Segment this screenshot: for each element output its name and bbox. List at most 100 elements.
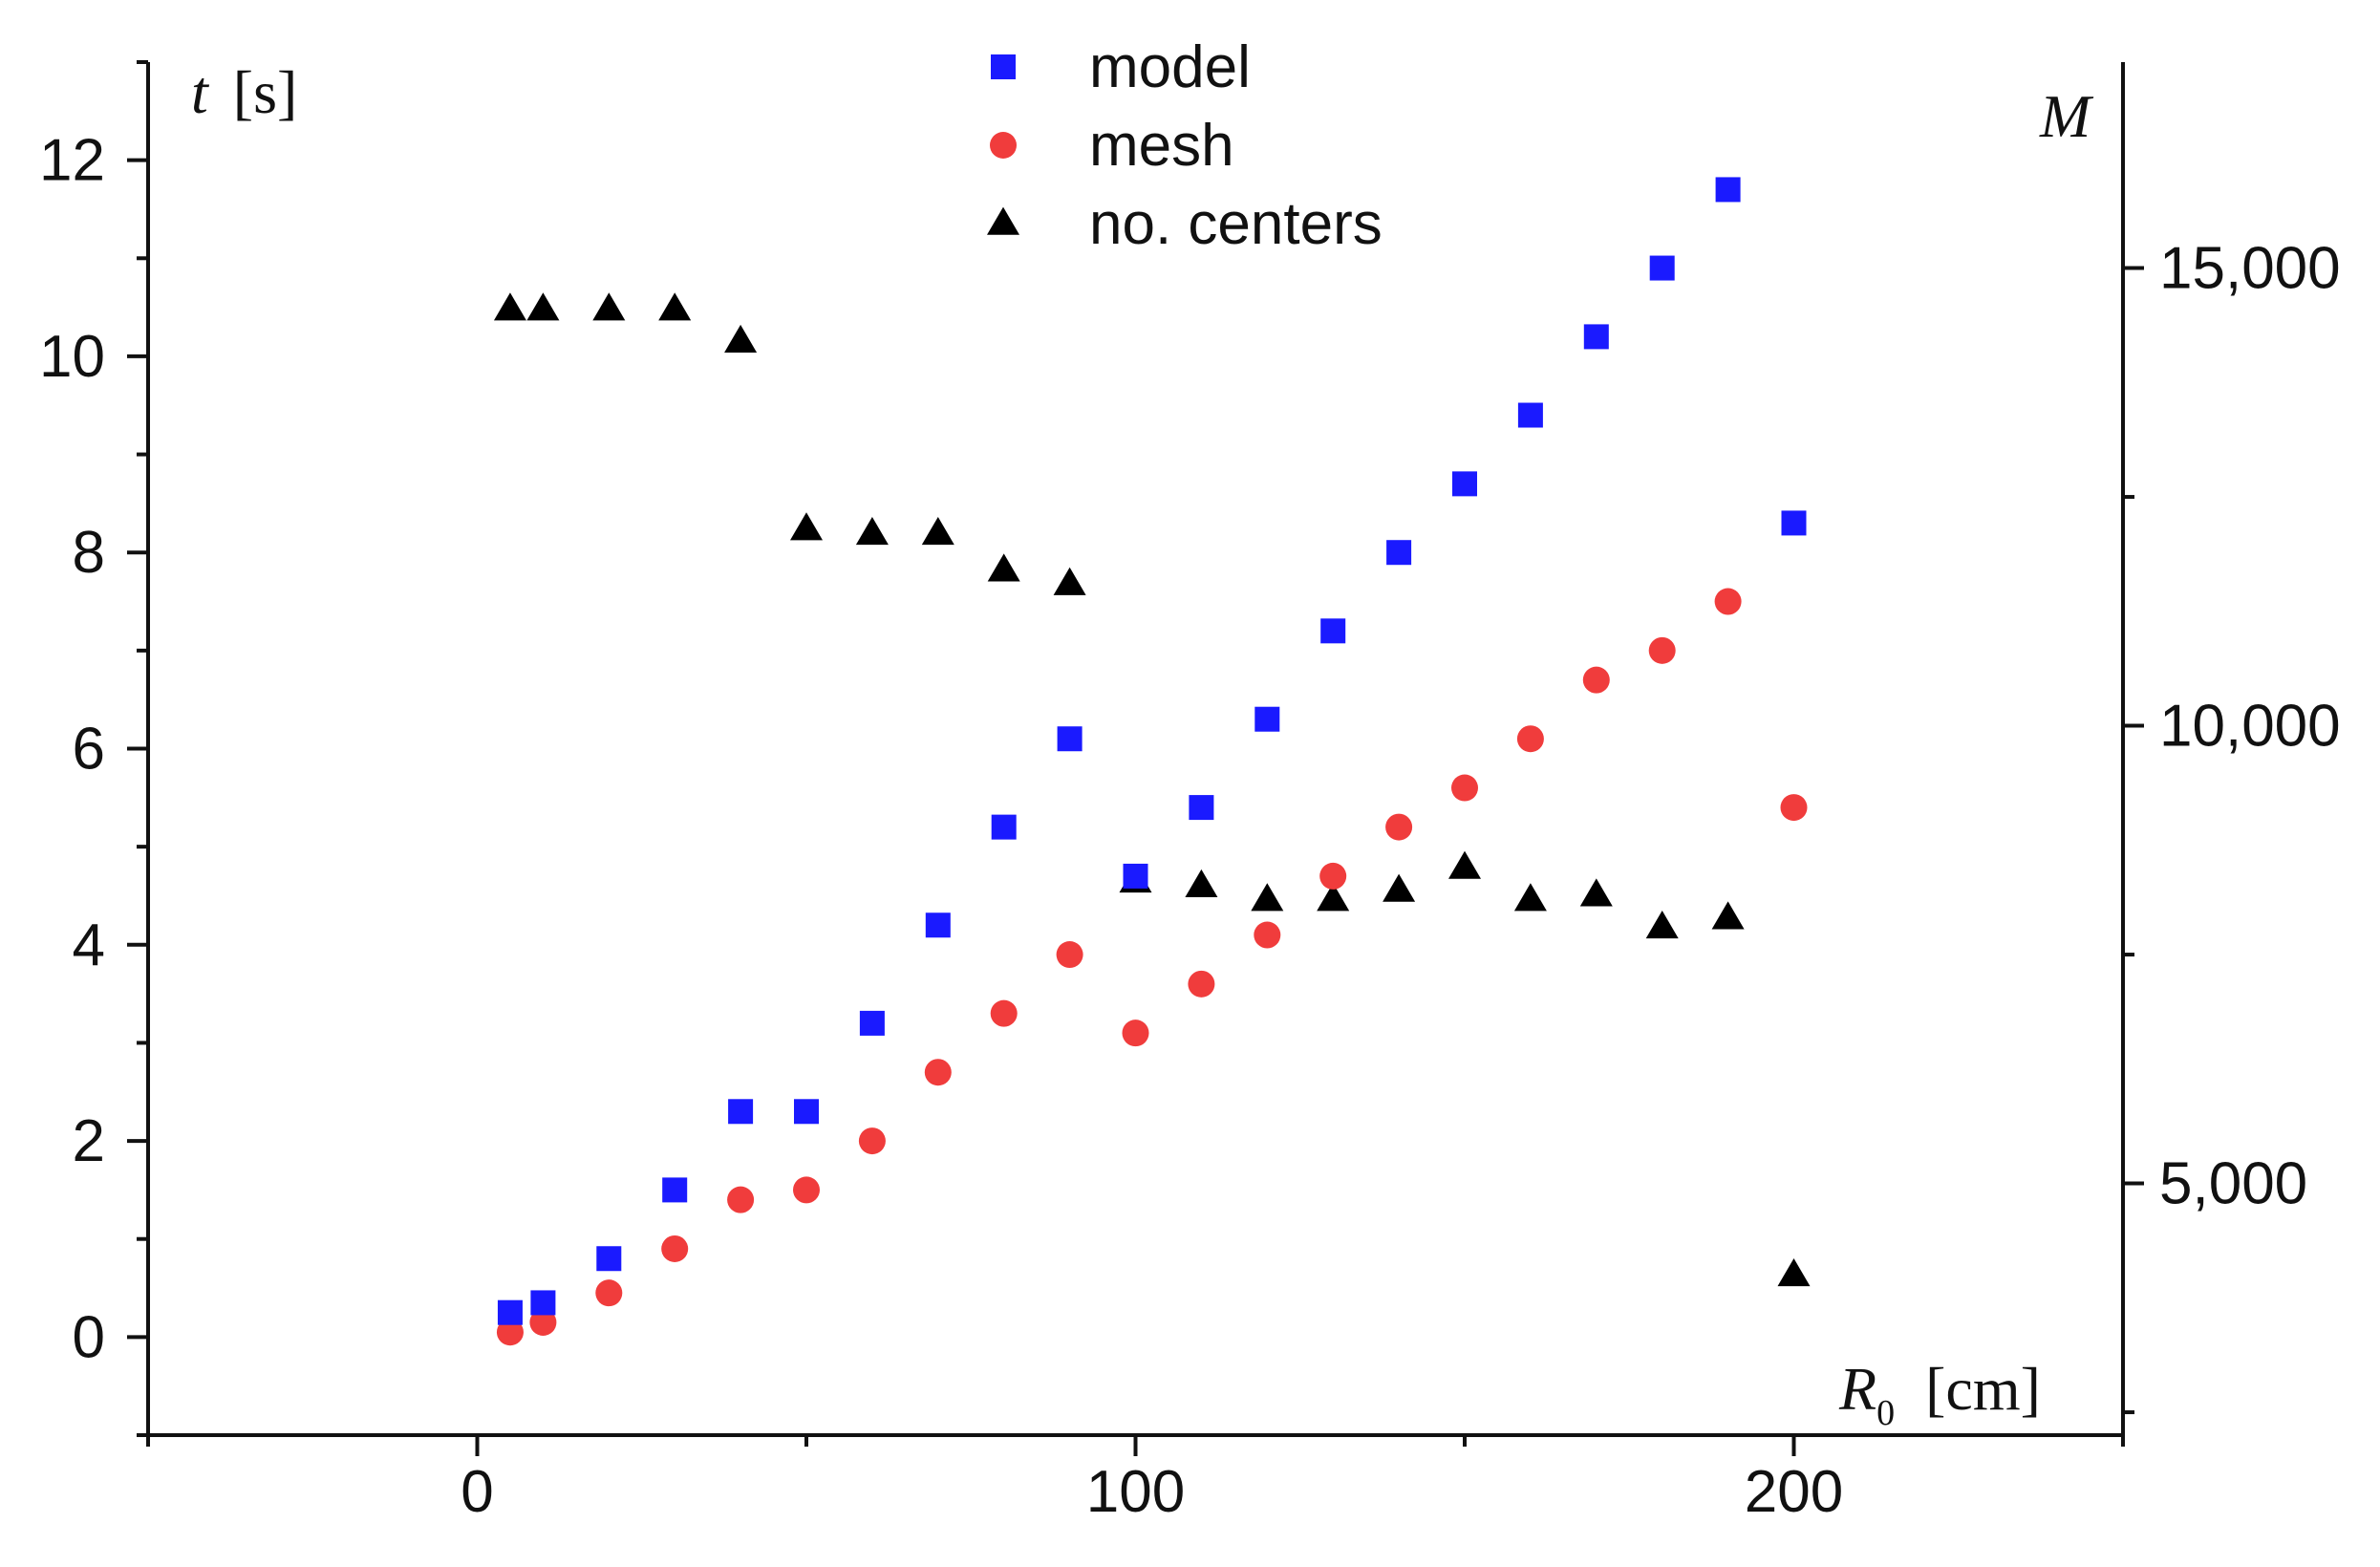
data-point: [724, 324, 758, 353]
data-point: [1185, 869, 1218, 897]
right-y-tick-label: 15,000: [2159, 236, 2341, 302]
legend-label: mesh: [1089, 113, 1234, 179]
data-point: [1448, 850, 1481, 879]
data-point: [925, 912, 951, 938]
data-point: [728, 1099, 754, 1125]
data-point: [530, 1290, 556, 1316]
data-point: [529, 1308, 557, 1336]
data-point: [1056, 941, 1083, 969]
data-point: [1516, 725, 1544, 753]
data-point: [1583, 324, 1609, 350]
legend-label: no. centers: [1089, 191, 1383, 257]
left-y-tick-label: 10: [39, 324, 105, 390]
data-point: [658, 292, 692, 321]
data-point: [793, 1176, 820, 1204]
legend-item: mesh: [990, 113, 1234, 179]
data-point: [1513, 883, 1547, 912]
right-y-tick-label: 5,000: [2159, 1151, 2307, 1217]
data-point: [1781, 510, 1807, 536]
legend-marker: [987, 206, 1019, 235]
data-point: [1188, 970, 1215, 998]
series-mesh: [496, 588, 1808, 1346]
data-point: [855, 517, 889, 546]
data-point: [858, 1127, 886, 1155]
x-axis-subscript: 0: [1876, 1393, 1895, 1433]
data-point: [1317, 883, 1350, 912]
data-point: [1777, 1257, 1811, 1287]
data-point: [924, 1059, 952, 1086]
legend-label: model: [1089, 34, 1251, 100]
data-point: [1122, 1020, 1149, 1047]
data-point: [1582, 666, 1610, 694]
data-point: [1645, 910, 1679, 939]
left-y-axis-title: t [s]: [191, 58, 297, 126]
data-point: [1648, 636, 1676, 664]
data-point: [497, 1299, 523, 1325]
data-point: [1320, 618, 1346, 644]
data-point: [1319, 862, 1347, 890]
data-point: [1452, 471, 1477, 497]
data-point: [859, 1010, 885, 1036]
axes: [146, 62, 2125, 1437]
data-point: [1711, 901, 1745, 930]
data-point: [592, 292, 626, 321]
data-point: [1517, 402, 1543, 428]
data-point: [1649, 255, 1675, 281]
data-point: [1579, 878, 1613, 907]
left-y-axis-var: t: [191, 58, 210, 126]
left-y-tick-label: 0: [73, 1304, 105, 1370]
left-y-tick-label: 4: [73, 912, 105, 978]
data-point: [991, 814, 1017, 840]
left-y-tick-label: 8: [73, 520, 105, 586]
legend-marker: [991, 54, 1016, 79]
data-point: [1383, 873, 1416, 902]
data-markers: [493, 177, 1811, 1346]
data-point: [1254, 706, 1280, 732]
data-point: [727, 1186, 755, 1213]
data-point: [493, 292, 526, 321]
data-point: [1189, 795, 1214, 821]
left-y-tick-label: 12: [39, 128, 105, 194]
x-axis-unit: [cm]: [1925, 1355, 2041, 1423]
x-axis: 0 100 200: [146, 1435, 2125, 1525]
data-point: [526, 292, 560, 321]
data-point: [496, 1319, 524, 1346]
data-point: [1780, 794, 1808, 822]
right-y-axis-title: M: [2039, 82, 2094, 150]
x-tick-label: 0: [461, 1459, 493, 1525]
data-point: [1714, 588, 1742, 615]
data-point: [662, 1177, 688, 1203]
data-point: [1451, 774, 1478, 802]
x-axis-title: R0 [cm]: [1838, 1355, 2041, 1433]
x-axis-var: R: [1838, 1355, 1876, 1423]
right-y-axis: 5,000 10,000 15,000: [2123, 236, 2341, 1415]
x-tick-label: 100: [1086, 1459, 1185, 1525]
left-y-axis-unit: [s]: [233, 58, 298, 126]
data-point: [1385, 813, 1413, 841]
data-point: [661, 1234, 689, 1262]
right-y-tick-label: 10,000: [2159, 694, 2341, 760]
data-point: [987, 553, 1020, 582]
data-point: [1057, 726, 1083, 752]
left-y-axis: 0 2 4 6 8 10 12: [39, 60, 148, 1437]
left-y-tick-label: 2: [73, 1108, 105, 1174]
legend-item: no. centers: [987, 191, 1383, 257]
data-point: [794, 1099, 819, 1125]
data-point: [990, 999, 1018, 1027]
data-point: [1053, 567, 1086, 595]
series-no-centers: [493, 292, 1811, 1287]
x-tick-label: 200: [1745, 1459, 1843, 1525]
data-point: [595, 1279, 623, 1307]
data-point: [921, 517, 954, 546]
data-point: [790, 512, 823, 541]
data-point: [1251, 883, 1284, 912]
data-point: [1386, 540, 1412, 566]
legend: model mesh no. centers: [987, 34, 1383, 257]
series-model: [497, 177, 1807, 1325]
data-point: [1123, 863, 1148, 889]
data-point: [1254, 921, 1281, 949]
data-point: [596, 1246, 622, 1272]
legend-item: model: [991, 34, 1251, 100]
left-y-tick-label: 6: [73, 717, 105, 783]
